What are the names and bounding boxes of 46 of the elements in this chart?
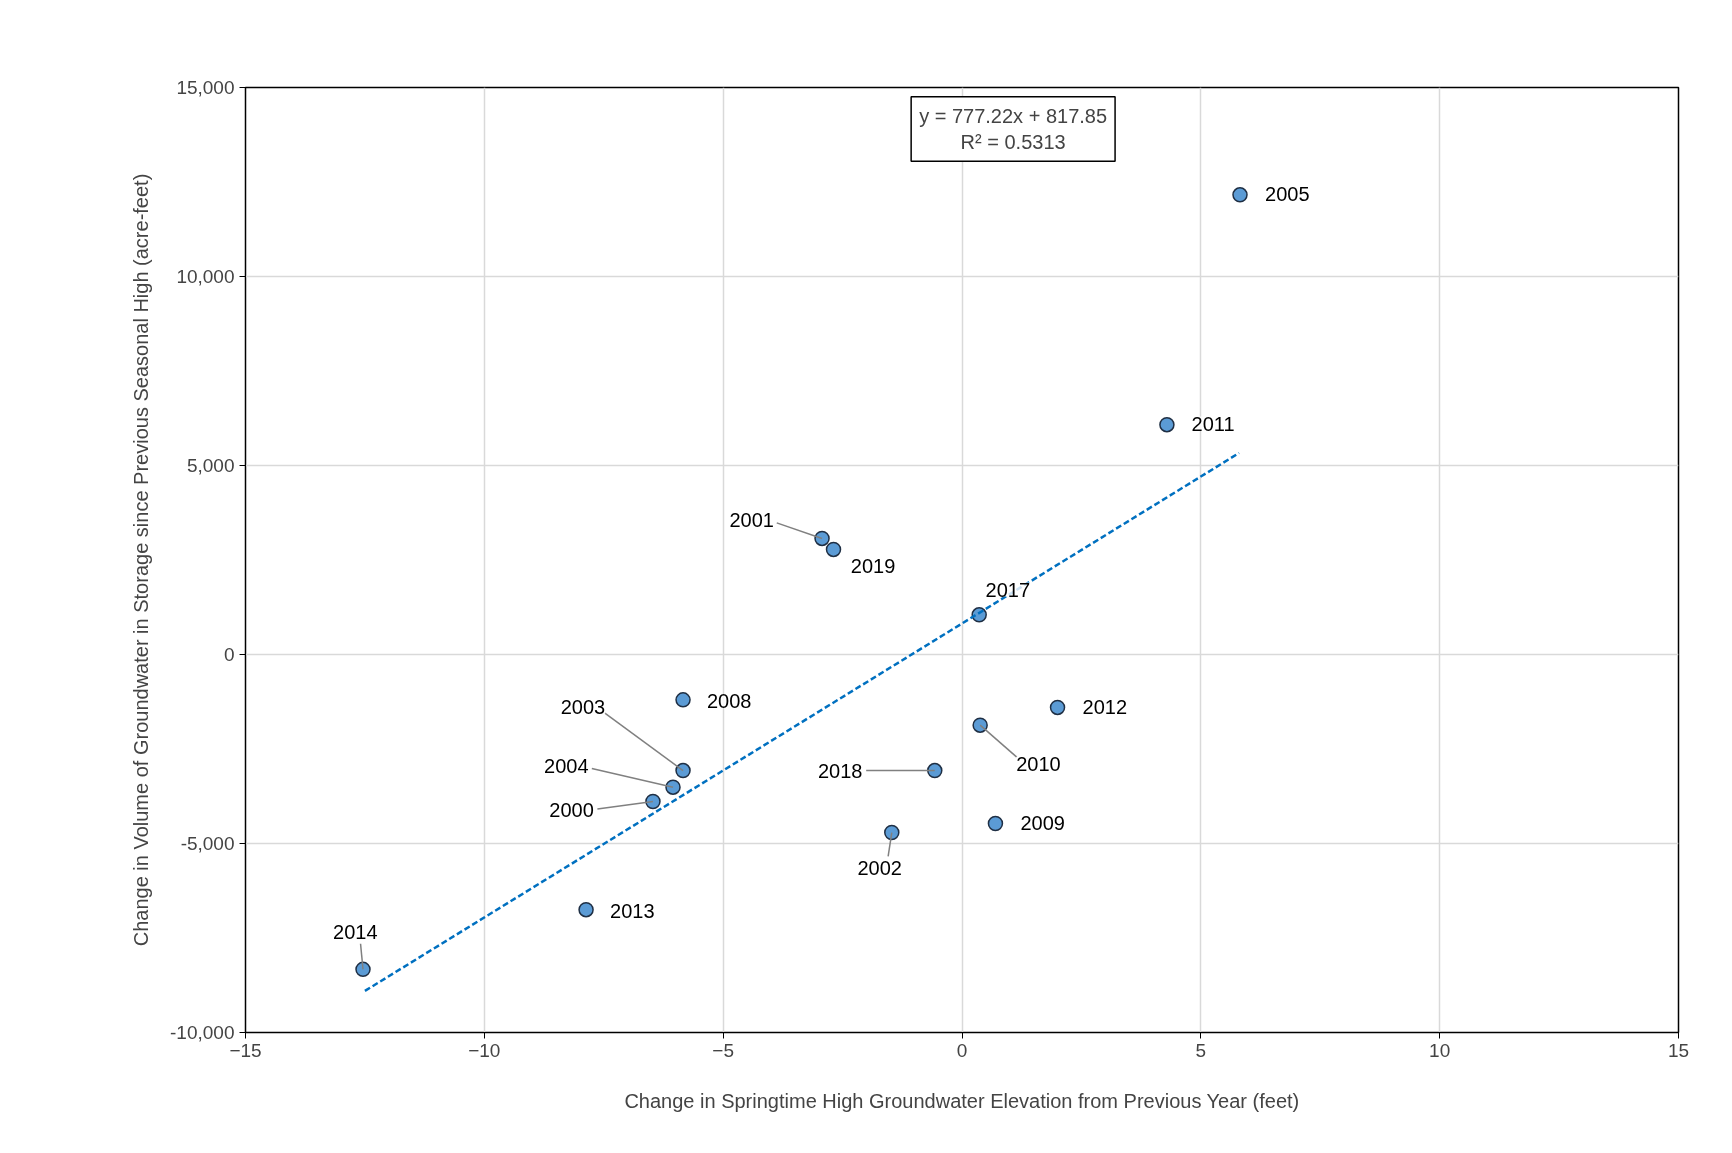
- point: [825, 541, 842, 558]
- annotation: 2004: [544, 755, 589, 778]
- annotation: 2000: [549, 799, 594, 822]
- x-tick-label: 0: [956, 1039, 968, 1061]
- annotation: 2014: [333, 920, 378, 943]
- point: [987, 815, 1004, 832]
- x-axis-title: Change in Springtime High Groundwater Elevation from Previous Year (feet): [624, 1089, 1300, 1112]
- point: [645, 793, 661, 810]
- y-axis-title: Change in Volume of Groundwater in Storage since Previous Seasonal High (acre-feet): [130, 173, 153, 947]
- x-tick-label: −10: [468, 1039, 501, 1061]
- annotation: 2009: [1020, 812, 1065, 835]
- y-tick-label: 15,000: [176, 77, 235, 98]
- point: [1232, 187, 1248, 203]
- point: [814, 530, 830, 547]
- point: [972, 717, 988, 733]
- point: [1159, 416, 1175, 433]
- x-tick-label: 5: [1195, 1039, 1207, 1061]
- annotation: 2018: [817, 759, 863, 782]
- point: [884, 824, 900, 841]
- x-tick-label: −5: [712, 1039, 735, 1061]
- point: [355, 961, 371, 978]
- y-tick-label: 10,000: [176, 266, 235, 287]
- point: [927, 762, 943, 779]
- annotation: 2005: [1265, 182, 1310, 205]
- annotation: 2012: [1082, 696, 1128, 719]
- annotation: 2010: [1016, 752, 1061, 775]
- annotation: 2017: [985, 578, 1031, 601]
- y-tick-label: 5,000: [186, 455, 235, 476]
- x-tick-label: 15: [1667, 1039, 1690, 1061]
- point: [578, 901, 594, 918]
- annotation: 2008: [707, 689, 752, 712]
- annotation: 2019: [850, 554, 896, 577]
- y-tick-label: 0: [223, 644, 235, 665]
- annotation: y = 777.22x + 817.85: [919, 104, 1108, 127]
- annotation: 2011: [1191, 412, 1235, 435]
- point: [675, 692, 691, 708]
- annotation: 2002: [857, 856, 902, 879]
- point: [675, 762, 691, 779]
- point: [1049, 699, 1066, 716]
- x-tick-label: 10: [1429, 1039, 1451, 1061]
- annotation: 2013: [610, 899, 655, 922]
- annotation: R² = 0.5313: [960, 131, 1066, 154]
- annotation: 2001: [729, 508, 774, 531]
- point: [665, 779, 681, 795]
- annotation: 2003: [560, 695, 606, 718]
- y-tick-label: -5,000: [180, 833, 235, 854]
